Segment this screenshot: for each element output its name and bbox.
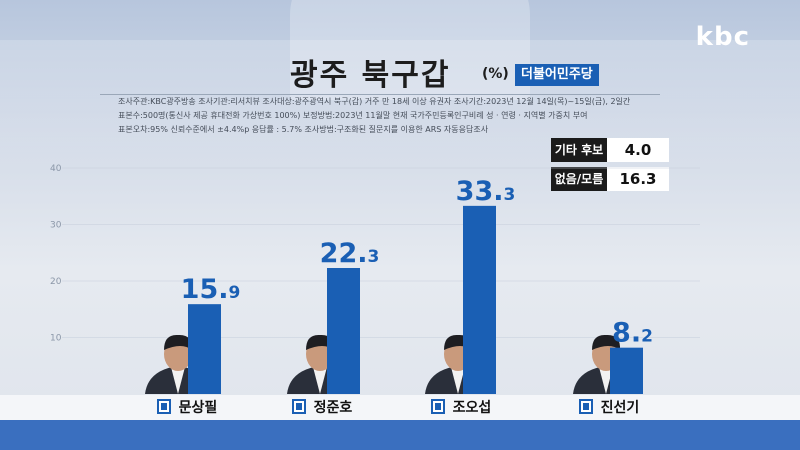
names-band (0, 395, 800, 420)
bottom-band (0, 420, 800, 450)
candidate-shirt-shape (313, 367, 327, 394)
party-mark-inner (435, 403, 441, 410)
y-tick-label: 20 (50, 277, 62, 287)
candidate-shirt-shape (171, 367, 185, 394)
category-label: 문상필 (179, 399, 218, 416)
bar (610, 347, 643, 394)
other-result-others: 기타 후보 4.0 (551, 138, 669, 162)
survey-info-line-2: 표본수:500명(통신사 제공 휴대전화 가상번호 100%) 보정방법:202… (118, 111, 588, 120)
y-tick-label: 30 (50, 221, 62, 231)
other-result-none: 없음/모름 16.3 (551, 167, 669, 191)
bar (188, 304, 221, 394)
bar-value-label: 22.3 (320, 238, 380, 269)
bar-value-label: 15.9 (181, 274, 241, 305)
bar-value-label: 8.2 (612, 318, 653, 349)
other-result-label: 기타 후보 (551, 138, 607, 162)
candidate-shirt-shape (599, 367, 613, 394)
category-label: 조오섭 (453, 400, 492, 416)
bar (327, 268, 360, 394)
bar-value-label: 33.3 (456, 176, 516, 207)
candidate-hair-shape (164, 334, 193, 350)
survey-info-line-1: 조사주관:KBC광주방송 조사기관:리서치뷰 조사대상:광주광역시 북구(갑) … (118, 97, 631, 106)
survey-info-line-3: 표본오차:95% 신뢰수준에서 ±4.4%p 응답률 : 5.7% 조사방법:구… (118, 125, 489, 134)
background-dome (290, 0, 530, 100)
party-mark-inner (161, 403, 167, 410)
party-mark-inner (296, 403, 302, 410)
candidate-shirt-shape (451, 367, 465, 394)
category-label: 진선기 (601, 399, 640, 416)
broadcaster-logo: kbc (695, 22, 750, 52)
other-result-value: 16.3 (607, 167, 669, 191)
party-mark-inner (583, 403, 589, 410)
candidate-hair-shape (592, 334, 621, 350)
chart-title: 광주 북구갑 (290, 58, 451, 93)
other-result-value: 4.0 (607, 138, 669, 162)
category-label: 정준호 (314, 399, 353, 416)
party-badge: 더불어민주당 (515, 64, 599, 86)
y-tick-label: 10 (50, 334, 62, 344)
other-result-label: 없음/모름 (551, 167, 607, 191)
bar (463, 205, 496, 394)
y-tick-label: 40 (50, 164, 62, 174)
title-unit: (%) (482, 66, 509, 82)
title-divider (100, 94, 660, 95)
